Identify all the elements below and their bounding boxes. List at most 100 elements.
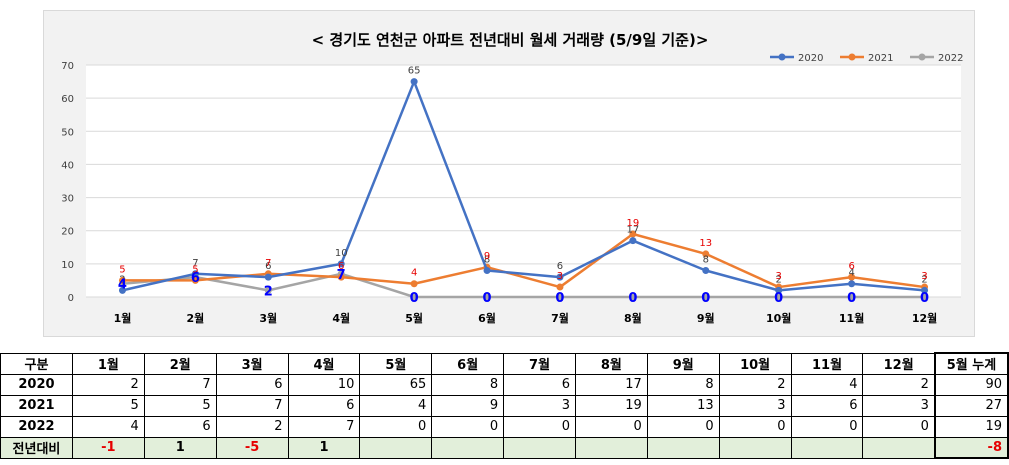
table-cell: 9 [431, 394, 505, 417]
data-point-2020 [191, 270, 199, 278]
data-label-2020: 6 [265, 261, 271, 272]
y-tick-label: 10 [61, 260, 74, 271]
table-cell: 6 [143, 415, 217, 438]
data-point-2020 [483, 266, 491, 274]
y-tick-label: 60 [61, 94, 74, 105]
data-point-2021 [410, 280, 418, 288]
data-point-2020 [337, 260, 345, 268]
data-point-2021 [848, 273, 856, 281]
legend-marker-2020 [778, 53, 786, 61]
table-cell [574, 436, 648, 459]
data-point-2022 [410, 293, 418, 301]
data-label-2020: 65 [408, 66, 421, 77]
data-label-2021: 3 [557, 271, 563, 282]
data-point-2020 [410, 78, 418, 86]
x-tick-label: 9월 [697, 311, 715, 325]
column-header: 5월 [359, 352, 433, 375]
data-label-2020: 6 [557, 261, 563, 272]
table-cell: 1 [287, 436, 361, 459]
table-cell: 3 [718, 394, 792, 417]
table-cell [503, 436, 576, 459]
data-point-2020 [921, 286, 929, 294]
data-point-2020 [702, 266, 710, 274]
data-label-2021: 7 [265, 258, 271, 269]
data-label-2021: 5 [119, 264, 125, 275]
table-cell: 65 [359, 373, 433, 396]
data-label-2021: 9 [484, 251, 490, 262]
data-label-2022: 4 [118, 278, 127, 293]
data-label-2022: 0 [920, 291, 929, 306]
column-header: 구분 [0, 352, 73, 375]
data-label-2022: 0 [774, 291, 783, 306]
table-row: 전년대비 -1 1 -5 1 -8 [0, 436, 1009, 459]
data-label-2021: 3 [921, 271, 927, 282]
plot-area [86, 65, 961, 297]
table-cell: 6 [287, 394, 361, 417]
data-label-2020: 10 [335, 248, 348, 259]
table-cell: 8 [431, 373, 505, 396]
table-cell: 0 [862, 415, 936, 438]
table-cell [718, 436, 792, 459]
column-header: 5월 누계 [933, 352, 1009, 375]
data-label-2021: 4 [411, 268, 417, 279]
column-header: 3월 [215, 352, 289, 375]
table-cell: 5 [143, 394, 217, 417]
data-label-2022: 0 [410, 291, 419, 306]
table-row: 2022 4 6 2 7 0 0 0 0 0 0 0 0 19 [0, 415, 1009, 438]
table-cell: 0 [431, 415, 505, 438]
data-point-2020 [629, 237, 637, 245]
data-label-2022: 7 [337, 268, 346, 283]
series-line-2020 [122, 80, 925, 292]
data-point-2022 [921, 293, 929, 301]
data-label-2022: 0 [483, 291, 492, 306]
column-header: 11월 [790, 352, 864, 375]
table-cell: 10 [287, 373, 361, 396]
data-point-2020 [264, 273, 272, 281]
data-point-2020 [848, 280, 856, 288]
table-cell: 0 [574, 415, 648, 438]
y-tick-label: 40 [61, 160, 74, 171]
column-header: 2월 [143, 352, 217, 375]
data-label-2022: 0 [701, 291, 710, 306]
legend-label-2021: 2021 [868, 53, 893, 64]
legend-label-2020: 2020 [798, 53, 823, 64]
data-label-2020: 2 [119, 274, 125, 285]
data-label-2020: 2 [921, 274, 927, 285]
data-point-2022 [629, 293, 637, 301]
data-point-2021 [337, 273, 345, 281]
table-cell: 6 [215, 373, 289, 396]
y-tick-label: 20 [61, 227, 74, 238]
table-cell: 4 [359, 394, 433, 417]
table-cell: 17 [574, 373, 648, 396]
table-cell [646, 436, 720, 459]
y-tick-label: 70 [61, 61, 74, 72]
table-cell: 1 [143, 436, 217, 459]
table-cell: 2 [215, 415, 289, 438]
data-point-2022 [775, 293, 783, 301]
table-cell: 7 [287, 415, 361, 438]
x-tick-label: 7월 [551, 311, 569, 325]
data-label-2020: 4 [848, 268, 854, 279]
x-tick-label: 2월 [186, 311, 204, 325]
data-label-2022: 0 [847, 291, 856, 306]
row-label: 2022 [0, 415, 73, 438]
data-label-2021: 6 [338, 261, 344, 272]
legend-marker-2022 [918, 53, 926, 61]
x-tick-label: 1월 [114, 311, 132, 325]
y-tick-label: 30 [61, 194, 74, 205]
column-header: 4월 [287, 352, 361, 375]
table-cell: 0 [646, 415, 720, 438]
x-tick-label: 4월 [332, 311, 350, 325]
data-label-2021: 5 [192, 264, 198, 275]
data-point-2022 [556, 293, 564, 301]
table-cell: 19 [574, 394, 648, 417]
chart-area: < 경기도 연천군 아파트 전년대비 월세 거래량 (5/9일 기준)> 0 10… [43, 10, 975, 337]
column-header: 1월 [71, 352, 145, 375]
table-cell: 7 [143, 373, 217, 396]
data-point-2022 [848, 293, 856, 301]
column-header: 6월 [431, 352, 505, 375]
data-label-2022: 0 [628, 291, 637, 306]
table-cell: 2 [71, 373, 145, 396]
chart-title: < 경기도 연천군 아파트 전년대비 월세 거래량 (5/9일 기준)> [312, 31, 709, 49]
data-label-2021: 19 [627, 218, 640, 229]
